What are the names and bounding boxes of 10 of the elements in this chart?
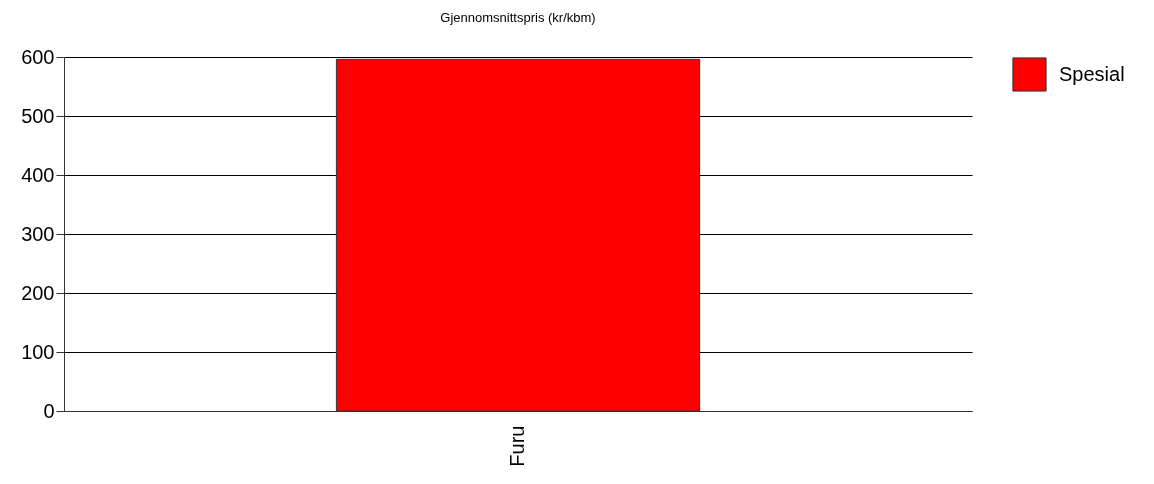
legend-label: Spesial	[1059, 62, 1125, 85]
chart-title: Gjennomsnittspris (kr/kbm)	[440, 10, 596, 25]
y-tick-label: 300	[21, 222, 55, 245]
y-tick-label: 100	[21, 340, 55, 363]
y-tick-label: 500	[21, 104, 55, 127]
y-tick-label: 600	[21, 45, 55, 68]
x-tick-label: Furu	[506, 425, 528, 467]
y-tick-label: 400	[21, 163, 55, 186]
y-tick-label: 200	[21, 281, 55, 304]
y-tick-label: 0	[43, 399, 55, 422]
